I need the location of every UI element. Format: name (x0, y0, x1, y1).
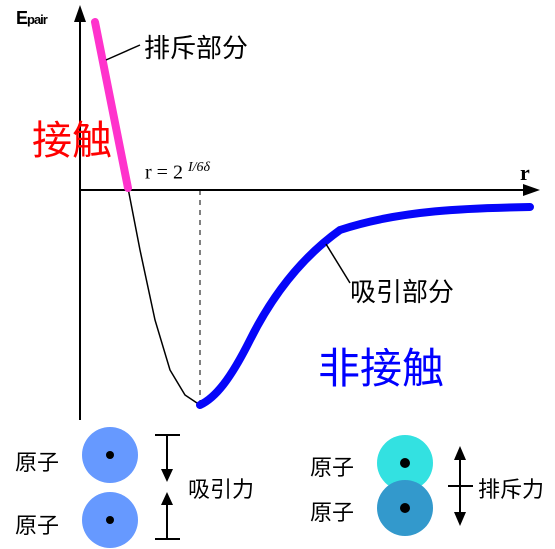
repulsive-label: 排斥部分 (144, 28, 248, 65)
atom-top-left-dot (106, 451, 114, 459)
repulsive-callout (106, 45, 140, 60)
attractive-label: 吸引部分 (350, 272, 454, 309)
attraction-force-label: 吸引力 (188, 472, 254, 504)
attractive-callout (326, 244, 350, 283)
chart-svg (0, 0, 555, 420)
x-axis-label: r (520, 160, 530, 186)
atom-bottom-left-dot (106, 516, 114, 524)
noncontact-label: 非接触 (318, 335, 444, 396)
equation-label: r = 2 I/6δ (145, 160, 210, 185)
potential-chart: Epair r 排斥部分 接触 r = 2 I/6δ 吸引部分 非接触 (0, 0, 555, 420)
repulsion-force-label: 排斥力 (478, 472, 544, 504)
atom-label-4: 原子 (310, 495, 354, 527)
atom-top-right-dot (400, 458, 410, 468)
atom-label-2: 原子 (15, 508, 59, 540)
atom-bottom-right-dot (400, 503, 410, 513)
contact-label: 接触 (32, 108, 112, 166)
atom-label-3: 原子 (310, 450, 354, 482)
y-axis-label: Epair (16, 8, 47, 29)
atom-label-1: 原子 (15, 445, 59, 477)
atoms-diagrams: 原子 原子 吸引力 原子 原子 (0, 420, 555, 549)
